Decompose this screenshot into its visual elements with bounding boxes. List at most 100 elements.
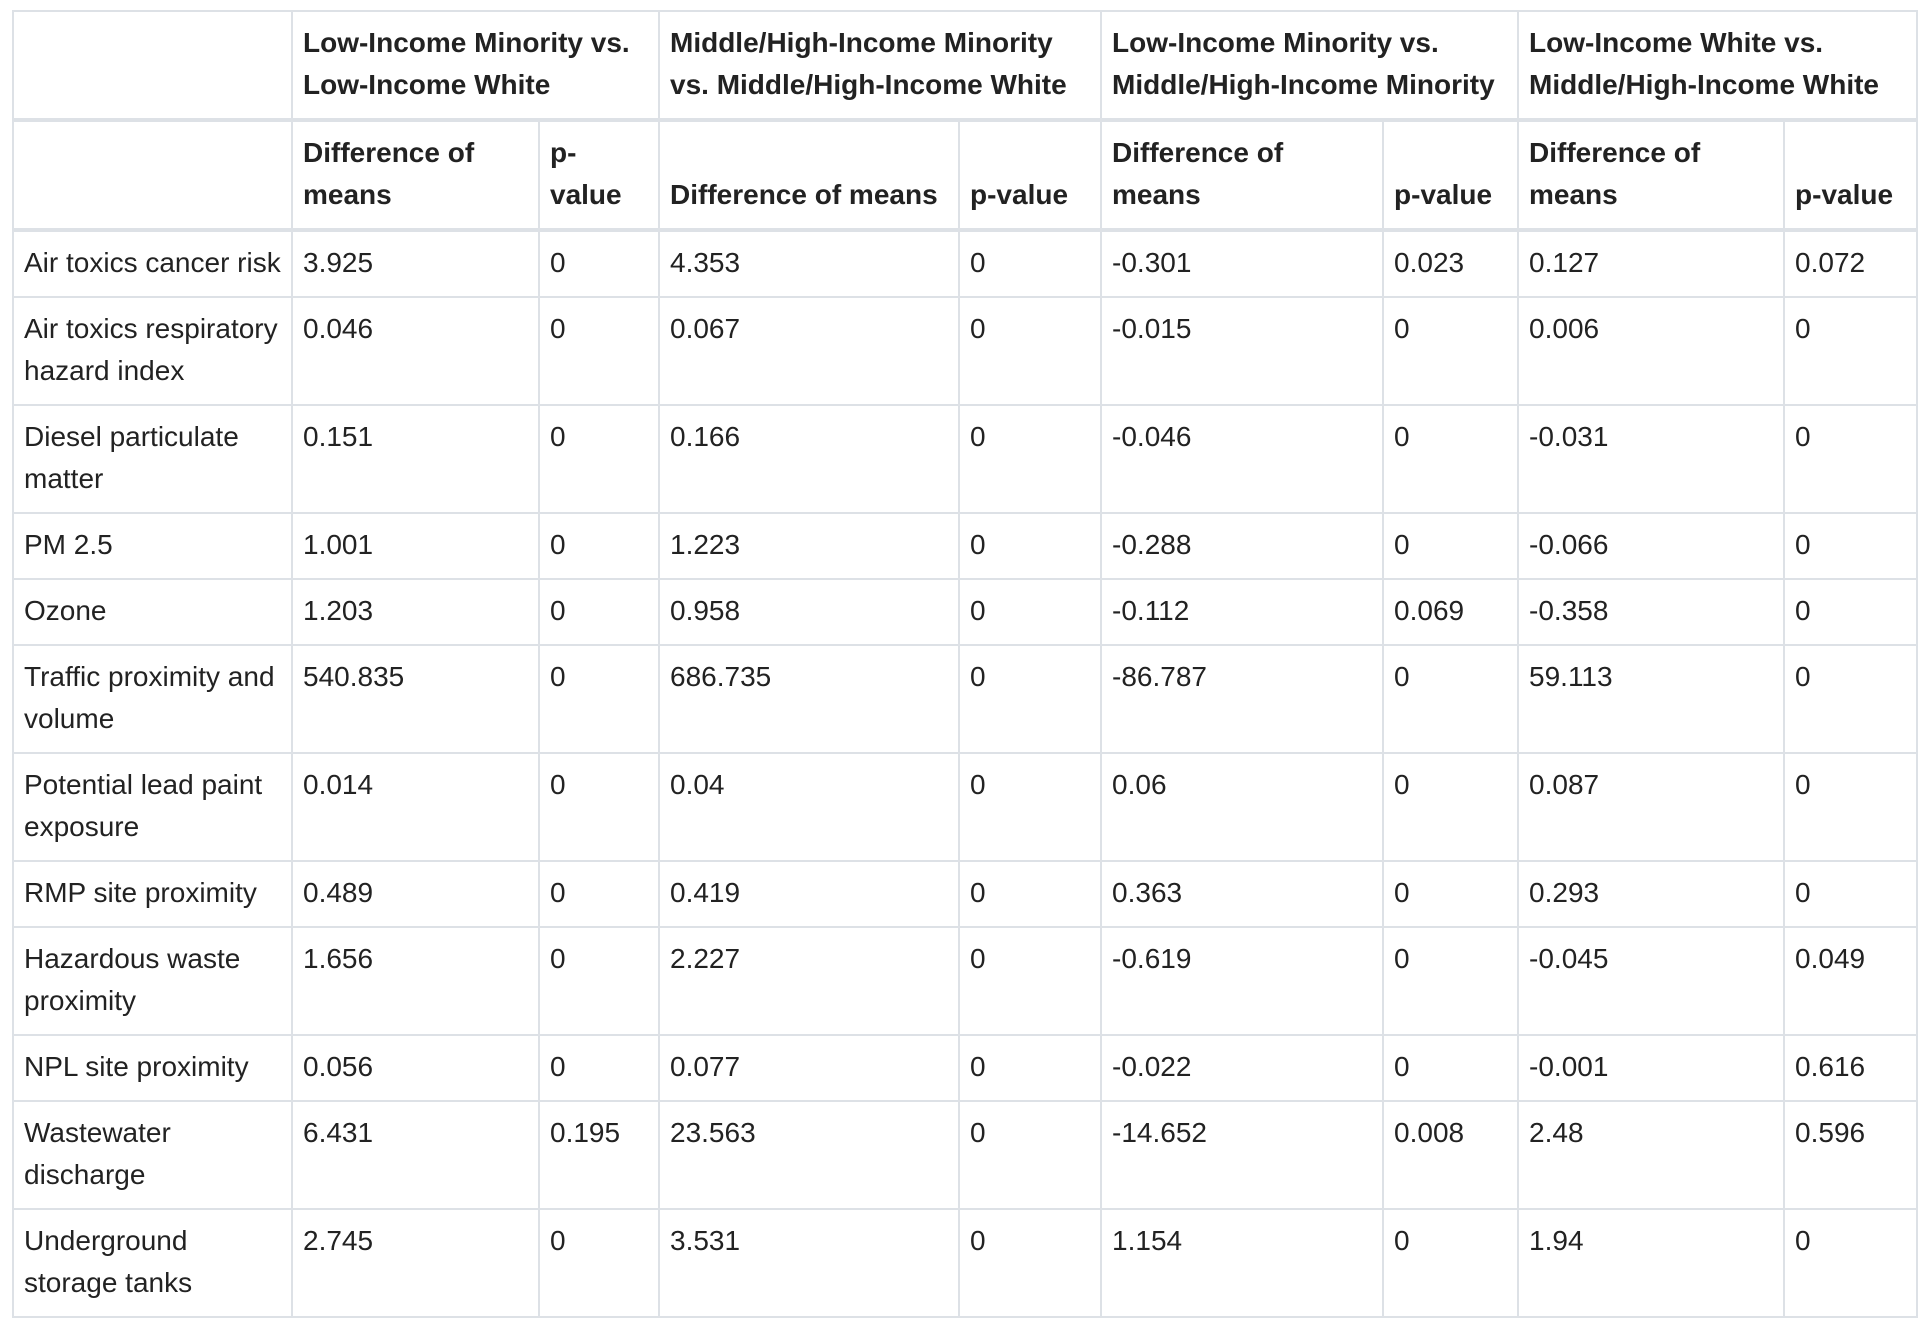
corner-cell (12, 10, 293, 122)
difference-cell: 0.419 (658, 860, 960, 928)
difference-cell: -0.031 (1517, 404, 1786, 514)
p-value-cell: 0 (1783, 1208, 1919, 1318)
row-label: Wastewater discharge (12, 1100, 293, 1210)
table-row: NPL site proximity 0.056 0 0.077 0 -0.022 0 -0.… (12, 1034, 1919, 1102)
p-value-cell: 0.195 (538, 1100, 660, 1210)
group-header: Low-Income Minority vs. Low-Income White (291, 10, 660, 122)
difference-cell: 1.154 (1100, 1208, 1385, 1318)
row-label: Traffic proximity and volume (12, 644, 293, 754)
column-header: p-value (1783, 119, 1919, 232)
difference-cell: -0.001 (1517, 1034, 1786, 1102)
p-value-cell: 0 (1382, 644, 1520, 754)
difference-cell: -0.288 (1100, 512, 1385, 580)
row-label: Air toxics respiratory hazard index (12, 296, 293, 406)
p-value-cell: 0 (1783, 578, 1919, 646)
p-value-cell: 0 (538, 1034, 660, 1102)
difference-cell: 686.735 (658, 644, 960, 754)
p-value-cell: 0 (538, 578, 660, 646)
difference-cell: -0.066 (1517, 512, 1786, 580)
p-value-cell: 0.596 (1783, 1100, 1919, 1210)
difference-cell: 0.151 (291, 404, 540, 514)
p-value-cell: 0 (538, 926, 660, 1036)
difference-cell: 1.656 (291, 926, 540, 1036)
p-value-cell: 0 (1783, 644, 1919, 754)
p-value-cell: 0 (1783, 752, 1919, 862)
p-value-cell: 0 (957, 1034, 1103, 1102)
difference-cell: 0.006 (1517, 296, 1786, 406)
p-value-cell: 0 (957, 860, 1103, 928)
difference-cell: 0.166 (658, 404, 960, 514)
difference-cell: 0.046 (291, 296, 540, 406)
column-header: p-value (538, 119, 660, 232)
p-value-cell: 0 (538, 229, 660, 298)
p-value-cell: 0 (538, 644, 660, 754)
p-value-cell: 0.069 (1382, 578, 1520, 646)
p-value-cell: 0.072 (1783, 229, 1919, 298)
p-value-cell: 0 (538, 1208, 660, 1318)
p-value-cell: 0 (538, 860, 660, 928)
difference-cell: 0.958 (658, 578, 960, 646)
comparison-table: Low-Income Minority vs. Low-Income White… (12, 10, 1919, 1318)
p-value-cell: 0 (1382, 752, 1520, 862)
p-value-cell: 0 (957, 1100, 1103, 1210)
difference-cell: 2.745 (291, 1208, 540, 1318)
difference-cell: -86.787 (1100, 644, 1385, 754)
difference-cell: 0.087 (1517, 752, 1786, 862)
p-value-cell: 0 (1382, 926, 1520, 1036)
p-value-cell: 0 (957, 644, 1103, 754)
difference-cell: 0.127 (1517, 229, 1786, 298)
table-row: Underground storage tanks 2.745 0 3.531 0 1.1… (12, 1208, 1919, 1318)
difference-cell: -0.015 (1100, 296, 1385, 406)
row-label: Underground storage tanks (12, 1208, 293, 1318)
difference-cell: 540.835 (291, 644, 540, 754)
difference-cell: -0.619 (1100, 926, 1385, 1036)
table-row: Hazardous waste proximity 1.656 0 2.227 0 -0.… (12, 926, 1919, 1036)
difference-cell: 1.223 (658, 512, 960, 580)
difference-cell: -0.112 (1100, 578, 1385, 646)
difference-cell: 0.014 (291, 752, 540, 862)
table-row: Ozone 1.203 0 0.958 0 -0.112 0.069 -0.358 0 (12, 578, 1919, 646)
p-value-cell: 0 (957, 1208, 1103, 1318)
p-value-cell: 0 (957, 512, 1103, 580)
group-header: Low-Income White vs. Middle/High-Income … (1517, 10, 1919, 122)
table-row: Wastewater discharge 6.431 0.195 23.563 0 -14… (12, 1100, 1919, 1210)
corner-cell (12, 119, 293, 232)
difference-cell: 0.06 (1100, 752, 1385, 862)
difference-cell: -14.652 (1100, 1100, 1385, 1210)
difference-cell: -0.301 (1100, 229, 1385, 298)
p-value-cell: 0 (957, 926, 1103, 1036)
p-value-cell: 0 (1783, 860, 1919, 928)
table-container: Low-Income Minority vs. Low-Income White… (12, 10, 1919, 1318)
difference-cell: -0.022 (1100, 1034, 1385, 1102)
difference-cell: 1.203 (291, 578, 540, 646)
p-value-cell: 0 (957, 229, 1103, 298)
table-row: Potential lead paint exposure 0.014 0 0.04 0… (12, 752, 1919, 862)
row-label: Ozone (12, 578, 293, 646)
difference-cell: -0.045 (1517, 926, 1786, 1036)
column-header: p-value (957, 119, 1103, 232)
difference-cell: 59.113 (1517, 644, 1786, 754)
group-header: Middle/High-Income Minority vs. Middle/H… (657, 10, 1103, 122)
p-value-cell: 0 (957, 752, 1103, 862)
p-value-cell: 0 (1783, 404, 1919, 514)
p-value-cell: 0 (538, 512, 660, 580)
column-header: Difference of means (658, 119, 960, 232)
p-value-cell: 0 (1382, 512, 1520, 580)
p-value-cell: 0 (538, 296, 660, 406)
table-row: Traffic proximity and volume 540.835 0 686.… (12, 644, 1919, 754)
p-value-cell: 0.023 (1382, 229, 1520, 298)
table-body: Air toxics cancer risk 3.925 0 4.353 0 -0.301… (12, 229, 1919, 1318)
p-value-cell: 0 (957, 296, 1103, 406)
p-value-cell: 0 (1382, 404, 1520, 514)
p-value-cell: 0 (1783, 296, 1919, 406)
p-value-cell: 0 (1382, 1034, 1520, 1102)
table-row: Diesel particulate matter 0.151 0 0.166 0 -0.… (12, 404, 1919, 514)
p-value-cell: 0 (1783, 512, 1919, 580)
group-header: Low-Income Minority vs. Middle/High-Inco… (1100, 10, 1520, 122)
p-value-cell: 0 (957, 578, 1103, 646)
group-header-row: Low-Income Minority vs. Low-Income White… (12, 10, 1919, 122)
difference-cell: 0.363 (1100, 860, 1385, 928)
table-row: Air toxics cancer risk 3.925 0 4.353 0 -0.301… (12, 229, 1919, 298)
p-value-cell: 0.049 (1783, 926, 1919, 1036)
p-value-cell: 0 (1382, 860, 1520, 928)
